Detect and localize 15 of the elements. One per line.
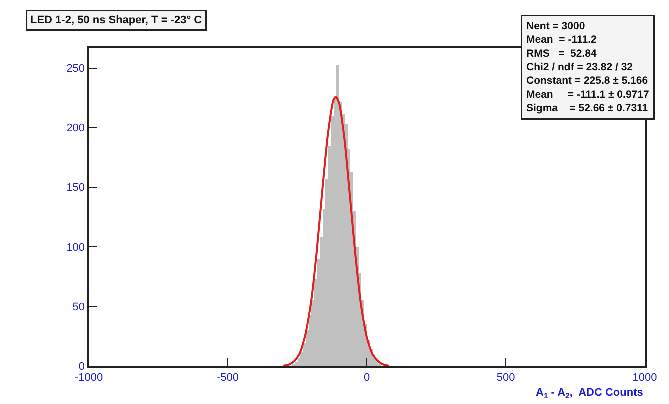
chart-title: LED 1-2, 50 ns Shaper, T = -23° C (30, 14, 202, 26)
x-tick-label: -1000 (74, 372, 104, 384)
y-tick-label: 50 (72, 301, 86, 314)
y-tick-label: 150 (66, 182, 86, 194)
x-tick-label: 0 (364, 372, 370, 384)
x-tick-label: 500 (496, 372, 516, 384)
y-tick-label: 200 (66, 122, 86, 135)
x-axis-title: A$_{1}$ - A$_{2}$, ADC Counts (536, 387, 644, 400)
x-tick-label: -500 (216, 372, 240, 384)
line-series (282, 96, 390, 366)
y-tick-label: 250 (66, 63, 86, 76)
y-tick-label: 100 (66, 242, 86, 254)
annotation: Nent = 3000 Mean = -111.2 RMS = 52.84 Chi2 / ndf = 23.82 / 32 Constant = 225.8 ± 5.166 Mean = -111.1 ± 0.9717 Sigma = 52.66 ± 0.7311 (526, 20, 650, 114)
x-tick-label: 1000 (632, 372, 658, 384)
y-tick-label: 0 (78, 360, 86, 373)
